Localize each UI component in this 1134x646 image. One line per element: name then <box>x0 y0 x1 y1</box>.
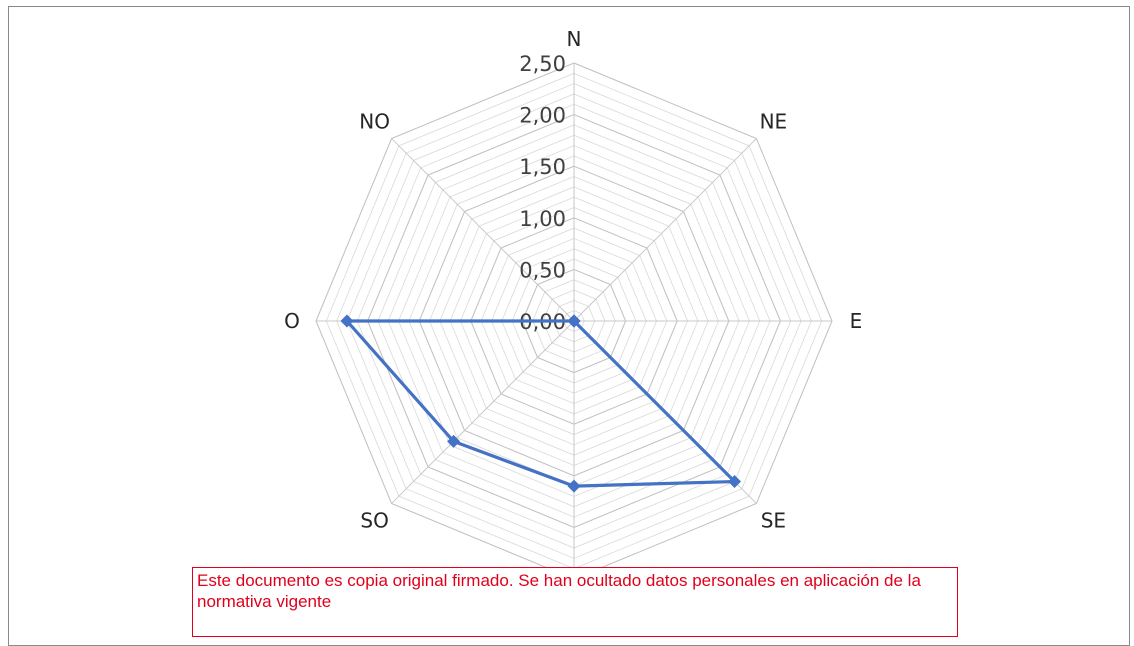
tick-label: 0,50 <box>519 258 566 282</box>
data-point-no <box>567 314 581 328</box>
signature-notice: Este documento es copia original firmado… <box>192 567 958 637</box>
category-label-e: E <box>850 309 863 333</box>
data-point-so <box>447 434 461 448</box>
tick-label: 1,50 <box>519 155 566 179</box>
category-label-o: O <box>284 309 300 333</box>
tick-label: 2,50 <box>519 52 566 76</box>
notice-text: Este documento es copia original firmado… <box>197 571 921 611</box>
data-point-se <box>728 475 742 489</box>
category-label-so: SO <box>360 508 388 532</box>
tick-label: 2,00 <box>519 104 566 128</box>
axis-spoke <box>573 138 757 322</box>
axis-spoke <box>391 138 575 322</box>
data-point-o <box>340 314 354 328</box>
tick-label: 1,00 <box>519 207 566 231</box>
category-label-n: N <box>567 27 582 51</box>
axis-spoke <box>391 320 575 504</box>
series-layer <box>340 314 742 493</box>
radar-chart: 0,000,501,001,502,002,50 NNEESESSOONO <box>284 27 863 615</box>
data-point-s <box>567 479 581 493</box>
category-label-se: SE <box>761 508 786 532</box>
category-label-no: NO <box>359 110 390 134</box>
series-line <box>345 319 737 488</box>
category-label-ne: NE <box>760 110 788 134</box>
